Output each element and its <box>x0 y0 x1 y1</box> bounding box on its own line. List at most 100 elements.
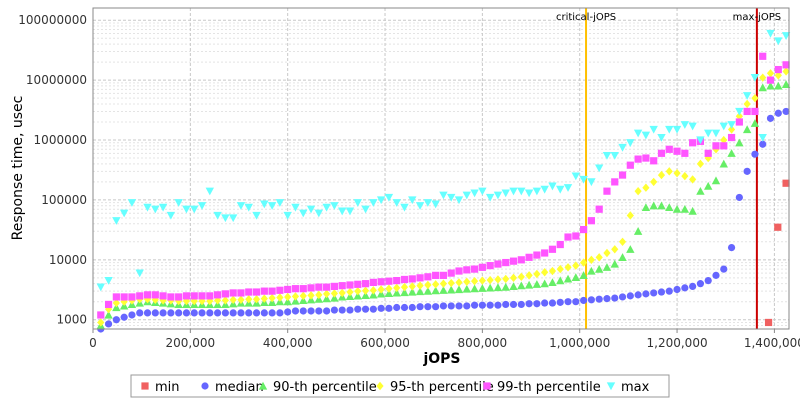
99-th-percentile-point <box>268 287 276 295</box>
95-th-percentile-point <box>564 263 572 272</box>
median-point <box>245 309 253 317</box>
median-point <box>509 300 518 309</box>
99-th-percentile-point <box>564 233 572 241</box>
median-point <box>657 288 666 296</box>
99-th-percentile-point <box>432 271 440 279</box>
90-th-percentile-point <box>291 296 300 305</box>
max-point <box>509 187 518 196</box>
median-point <box>533 300 541 308</box>
90-th-percentile-point <box>392 288 401 297</box>
max-point <box>384 193 394 202</box>
95-th-percentile-point <box>650 177 658 187</box>
median-point <box>120 313 128 321</box>
99-th-percentile-point <box>354 280 362 288</box>
max-point <box>182 205 191 214</box>
max-point <box>766 29 775 38</box>
median-point <box>548 299 557 307</box>
90-th-percentile-point <box>493 283 503 292</box>
median-point <box>486 301 494 309</box>
90-th-percentile-point <box>571 273 581 281</box>
x-axis-title: jOPS <box>422 351 460 367</box>
max-point <box>423 199 433 207</box>
median-point <box>323 307 331 315</box>
median-point <box>104 320 113 328</box>
legend: min median 90-th percentile 95-th percentil… <box>141 380 650 395</box>
99-th-percentile-point <box>517 256 525 264</box>
median-point <box>470 301 479 309</box>
95-th-percentile-point <box>315 290 323 300</box>
95-th-percentile-point <box>587 255 595 265</box>
99-th-percentile-point <box>657 149 666 157</box>
90-th-percentile-point <box>696 186 705 195</box>
median-point <box>463 302 471 310</box>
99-th-percentile-point <box>502 258 510 267</box>
max-point <box>594 164 604 173</box>
max-point <box>190 205 199 214</box>
90-th-percentile-point <box>299 296 308 305</box>
max-point <box>532 187 542 196</box>
99-th-percentile-point <box>182 292 191 300</box>
max-point <box>641 131 651 140</box>
x-tick-label: 400,000 <box>263 336 313 350</box>
95-th-percentile-point <box>759 73 767 82</box>
max-point <box>283 211 292 220</box>
max-point <box>400 203 409 212</box>
99-th-percentile-point <box>704 149 712 157</box>
median-point <box>580 296 588 305</box>
legend-swatch <box>606 382 616 391</box>
data-points <box>96 29 791 333</box>
x-tick-label: 1,200,000 <box>647 336 708 350</box>
median-point <box>447 302 455 310</box>
99-th-percentile-point <box>104 300 113 309</box>
max-point <box>236 202 246 210</box>
99-th-percentile-point <box>720 142 728 150</box>
median-point <box>151 309 159 317</box>
99-th-percentile-point <box>338 282 346 290</box>
95-th-percentile-point <box>221 296 229 305</box>
99-th-percentile-point <box>587 217 595 225</box>
max-point <box>415 202 425 210</box>
95-th-percentile-point <box>284 292 292 302</box>
legend-label: 95-th percentile <box>390 380 494 395</box>
95-th-percentile-point <box>782 67 790 76</box>
99-th-percentile-point <box>533 251 541 259</box>
95-th-percentile-point <box>509 273 518 283</box>
90-th-percentile-point <box>353 291 362 300</box>
max-point <box>104 276 113 285</box>
99-th-percentile-point <box>206 292 214 300</box>
90-th-percentile-point <box>501 282 510 291</box>
marker-label: max-jOPS <box>733 12 781 23</box>
median-point <box>634 291 642 299</box>
95-th-percentile-point <box>447 278 455 288</box>
99-th-percentile-point <box>221 290 229 298</box>
95-th-percentile-point <box>439 279 448 288</box>
95-th-percentile-point <box>681 171 689 181</box>
90-th-percentile-point <box>781 80 791 88</box>
x-tick-label: 1,400,000 <box>744 336 800 350</box>
95-th-percentile-point <box>97 318 105 327</box>
99-th-percentile-point <box>689 139 697 147</box>
max-point <box>478 187 487 196</box>
95-th-percentile-point <box>486 275 494 285</box>
99-th-percentile-point <box>151 291 159 299</box>
90-th-percentile-point <box>524 280 534 289</box>
95-th-percentile-point <box>502 274 510 284</box>
median-point <box>182 309 191 317</box>
max-point <box>735 107 744 116</box>
90-th-percentile-point <box>610 259 619 268</box>
max-point <box>618 143 627 152</box>
max-point <box>758 133 767 142</box>
99-th-percentile-point <box>525 253 533 261</box>
median-point <box>595 295 603 303</box>
90-th-percentile-point <box>283 297 292 306</box>
95-th-percentile-point <box>338 288 346 298</box>
99-th-percentile-point <box>361 280 370 288</box>
99-th-percentile-point <box>377 278 385 286</box>
99-th-percentile-point <box>385 277 393 285</box>
max-point <box>306 205 316 214</box>
99-th-percentile-point <box>330 282 339 290</box>
99-th-percentile-point <box>245 288 253 296</box>
95-th-percentile-point <box>252 295 261 304</box>
99-th-percentile-point <box>673 147 681 155</box>
90-th-percentile-point <box>750 119 760 127</box>
